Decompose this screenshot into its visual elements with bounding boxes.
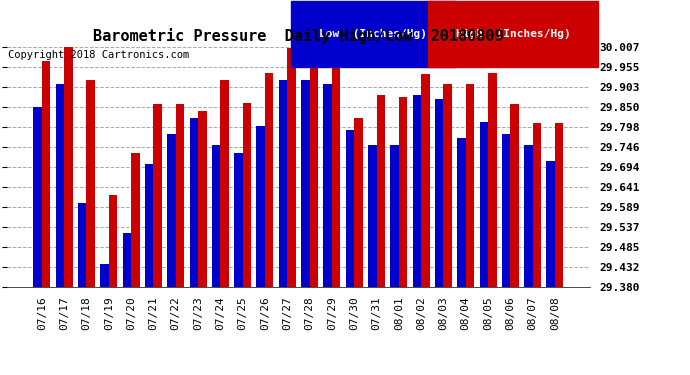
Bar — [234, 153, 243, 287]
Bar — [257, 126, 265, 287]
Text: Low  (Inches/Hg): Low (Inches/Hg) — [319, 29, 427, 39]
Bar — [279, 80, 287, 287]
Bar — [123, 233, 131, 287]
Bar — [399, 98, 407, 287]
Bar — [377, 96, 385, 287]
Bar — [502, 134, 511, 287]
Bar — [444, 84, 452, 287]
Bar — [555, 123, 564, 287]
Bar — [167, 134, 176, 287]
Bar — [33, 107, 42, 287]
Bar — [546, 160, 555, 287]
Bar — [391, 145, 399, 287]
Bar — [324, 84, 332, 287]
Bar — [198, 111, 206, 287]
Bar — [212, 145, 220, 287]
Bar — [153, 104, 162, 287]
Bar — [368, 145, 377, 287]
Text: High  (Inches/Hg): High (Inches/Hg) — [456, 29, 571, 39]
Bar — [457, 138, 466, 287]
Bar — [56, 84, 64, 287]
Text: Copyright 2018 Cartronics.com: Copyright 2018 Cartronics.com — [8, 50, 190, 60]
Bar — [533, 123, 541, 287]
Bar — [488, 72, 497, 287]
Bar — [301, 80, 310, 287]
Bar — [346, 130, 354, 287]
Bar — [86, 80, 95, 287]
Bar — [100, 264, 109, 287]
Bar — [511, 104, 519, 287]
Bar — [176, 104, 184, 287]
Bar — [78, 202, 86, 287]
Bar — [243, 103, 251, 287]
Bar — [524, 145, 533, 287]
Bar — [145, 164, 153, 287]
Title: Barometric Pressure  Daily High/Low  20180809: Barometric Pressure Daily High/Low 20180… — [93, 28, 504, 44]
Bar — [354, 118, 363, 287]
Bar — [310, 65, 318, 287]
Bar — [220, 80, 229, 287]
Bar — [64, 47, 72, 287]
Bar — [109, 195, 117, 287]
Bar — [466, 84, 474, 287]
Bar — [287, 48, 296, 287]
Bar — [413, 96, 421, 287]
Bar — [265, 72, 273, 287]
Bar — [332, 65, 340, 287]
Bar — [42, 61, 50, 287]
Bar — [480, 122, 488, 287]
Bar — [435, 99, 444, 287]
Bar — [131, 153, 139, 287]
Bar — [421, 74, 430, 287]
Bar — [190, 118, 198, 287]
